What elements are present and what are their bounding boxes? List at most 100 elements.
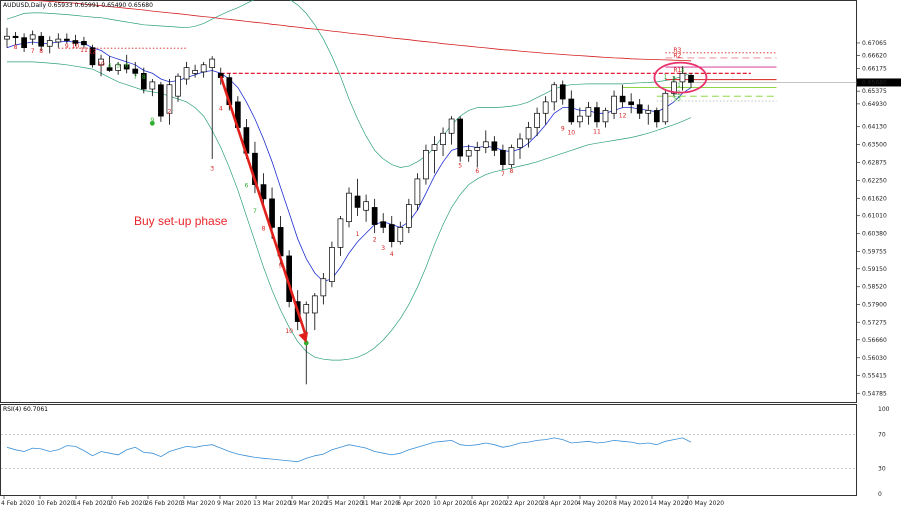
candle	[423, 144, 429, 185]
sequence-label: 7	[133, 74, 137, 81]
candle	[21, 33, 27, 52]
signal-dot	[303, 340, 309, 346]
candle-body	[123, 64, 130, 70]
band-lower-line	[7, 61, 692, 361]
candle-body	[46, 40, 53, 47]
candle	[500, 144, 506, 171]
candle-body	[149, 81, 156, 90]
candle	[465, 144, 472, 162]
candle-body	[517, 138, 523, 148]
candle-body	[106, 67, 113, 71]
date-tick-label: 13 Mar 2020	[253, 500, 291, 507]
candle	[115, 61, 122, 75]
sequence-label: 7	[253, 208, 257, 215]
price-tick-label: 0.61010	[862, 213, 887, 220]
candle	[542, 96, 549, 125]
rsi-tick-label: 0	[878, 491, 882, 498]
candle-body	[140, 72, 147, 90]
price-tick-label: 0.64930	[862, 101, 887, 108]
rsi-tick-label: 70	[878, 432, 886, 439]
candle	[448, 116, 455, 145]
candle-body	[98, 58, 104, 66]
candle-body	[380, 221, 387, 228]
candle-body	[551, 84, 558, 103]
candle-body	[12, 35, 19, 39]
candle-body	[397, 227, 404, 243]
price-tick-label: 0.59755	[862, 249, 887, 256]
price-tick-label: 0.56660	[862, 337, 887, 344]
candle	[431, 136, 438, 174]
candle	[585, 101, 592, 125]
candle	[380, 213, 387, 234]
candle	[175, 73, 181, 102]
rsi-indicator: 100 70 30 0	[1, 406, 890, 498]
candle	[149, 79, 156, 97]
candle	[311, 293, 318, 331]
price-tick-label: 0.63500	[862, 142, 887, 149]
date-tick-label: 4 Feb 2020	[1, 500, 35, 507]
date-tick-label: 28 Apr 2020	[541, 500, 578, 507]
candle-body	[611, 95, 617, 114]
candle	[457, 116, 463, 162]
date-tick-label: 25 Mar 2020	[325, 500, 363, 507]
sequence-label: 3	[681, 67, 685, 74]
candle	[46, 36, 53, 54]
date-tick-label: 10 Apr 2020	[433, 500, 470, 507]
date-tick-label: 4 May 2020	[577, 500, 612, 507]
sequence-label: 12	[89, 48, 97, 55]
price-tick-label: 0.60380	[862, 231, 887, 238]
candle-body	[29, 34, 36, 40]
candle	[158, 81, 164, 122]
setup-arrow-head	[298, 331, 308, 343]
candle	[551, 81, 558, 111]
candle-body	[619, 95, 626, 103]
date-tick-label: 26 Feb 2020	[145, 500, 183, 507]
level-label-s2: S2	[673, 90, 681, 97]
candle-body	[542, 101, 549, 114]
candle	[354, 178, 361, 216]
long-ma-line	[21, 0, 692, 62]
candle	[534, 107, 540, 137]
sequence-label: 4	[390, 251, 394, 258]
candle	[140, 67, 147, 94]
date-tick-label: 9 Mar 2020	[217, 500, 251, 507]
candle	[594, 101, 600, 128]
buy-setup-annotation: Buy set-up phase	[134, 214, 228, 228]
sequence-label: 8	[262, 225, 266, 232]
candle	[482, 130, 489, 154]
price-tick-label: 0.57275	[862, 319, 887, 326]
candle-body	[662, 92, 669, 123]
candle-body	[465, 150, 472, 157]
candle	[337, 215, 344, 256]
chart-title: AUDUSD,Daily 0.65933 0.65991 0.65490 0.6…	[3, 2, 153, 9]
sequence-label: 2	[168, 108, 172, 115]
rsi-tick-label: 30	[878, 466, 886, 473]
candle	[72, 34, 79, 47]
candle-body	[115, 64, 122, 71]
candle-body	[645, 110, 652, 114]
candle-body	[440, 132, 446, 146]
candle-body	[688, 74, 694, 83]
candle-body	[474, 147, 481, 151]
candles	[4, 27, 694, 385]
candle	[371, 198, 378, 234]
sequence-label: 9	[561, 125, 565, 132]
level-label-s1: S1	[673, 82, 681, 89]
candle	[525, 121, 532, 148]
candle-body	[89, 47, 96, 66]
candle-body	[4, 35, 10, 40]
price-tick-label: 0.64130	[862, 124, 887, 131]
candle	[98, 54, 104, 77]
date-tick-label: 6 Apr 2020	[397, 500, 430, 507]
candle-body	[585, 107, 592, 117]
level-label-r2: R2	[673, 53, 681, 60]
candle-body	[209, 58, 216, 68]
price-tick-label: 0.56030	[862, 355, 887, 362]
setup-arrow-shaft	[219, 75, 308, 338]
sequence-label: 10	[285, 328, 293, 335]
sequence-label: 11	[80, 47, 88, 54]
rsi-title: RSI(4) 60.7061	[3, 406, 48, 413]
candle-body	[679, 72, 686, 83]
sequence-label: 6	[475, 168, 479, 175]
